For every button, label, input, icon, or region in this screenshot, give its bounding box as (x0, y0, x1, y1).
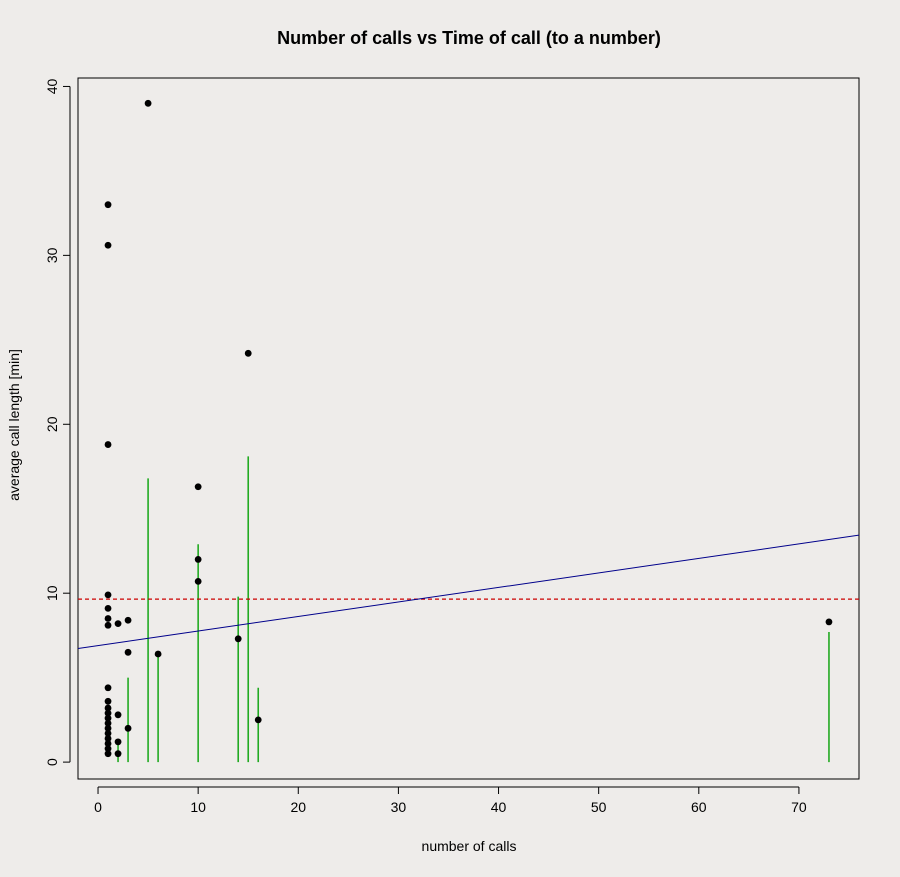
data-point (104, 735, 112, 742)
plot-frame (77, 77, 860, 780)
data-point (104, 750, 112, 758)
y-tick-label: 10 (44, 585, 60, 601)
data-point (254, 716, 262, 724)
x-tick-label: 70 (791, 799, 807, 815)
data-point (825, 618, 833, 626)
data-point (114, 750, 122, 758)
data-point (114, 711, 122, 719)
x-tick-label: 0 (94, 799, 102, 815)
x-tick-label: 30 (391, 799, 407, 815)
data-point (104, 684, 112, 692)
data-point (144, 99, 152, 107)
data-point (114, 738, 122, 746)
data-point (194, 556, 202, 563)
data-point (124, 648, 132, 656)
data-point (104, 697, 112, 705)
data-point (104, 621, 112, 629)
data-point (114, 620, 122, 627)
data-point (104, 745, 112, 752)
data-point (104, 714, 112, 722)
data-point (234, 635, 242, 643)
data-point (104, 201, 112, 209)
data-point (104, 591, 112, 599)
data-point (104, 729, 112, 737)
data-point (124, 724, 132, 732)
data-point (104, 441, 112, 448)
regression-line (78, 534, 859, 649)
y-tick-label: 0 (44, 758, 60, 766)
y-tick-label: 20 (44, 416, 60, 432)
x-tick-label: 50 (591, 799, 607, 815)
data-point (194, 483, 202, 491)
data-point (104, 709, 112, 717)
data-point (194, 577, 202, 585)
y-tick-label: 40 (44, 78, 60, 94)
x-tick-label: 10 (190, 799, 206, 815)
data-point (104, 719, 112, 727)
x-tick-label: 60 (691, 799, 707, 815)
data-point (154, 650, 162, 658)
data-point (104, 740, 112, 747)
data-point (104, 615, 112, 622)
data-point (104, 604, 112, 612)
x-tick-label: 40 (491, 799, 507, 815)
y-tick-label: 30 (44, 247, 60, 263)
data-point (104, 704, 112, 712)
x-axis-label: number of calls (421, 838, 517, 854)
data-point (104, 241, 112, 249)
data-point (124, 616, 132, 624)
data-point (244, 349, 252, 357)
chart-title: Number of calls vs Time of call (to a nu… (277, 28, 661, 48)
data-point (104, 724, 112, 732)
x-tick-label: 20 (290, 799, 306, 815)
